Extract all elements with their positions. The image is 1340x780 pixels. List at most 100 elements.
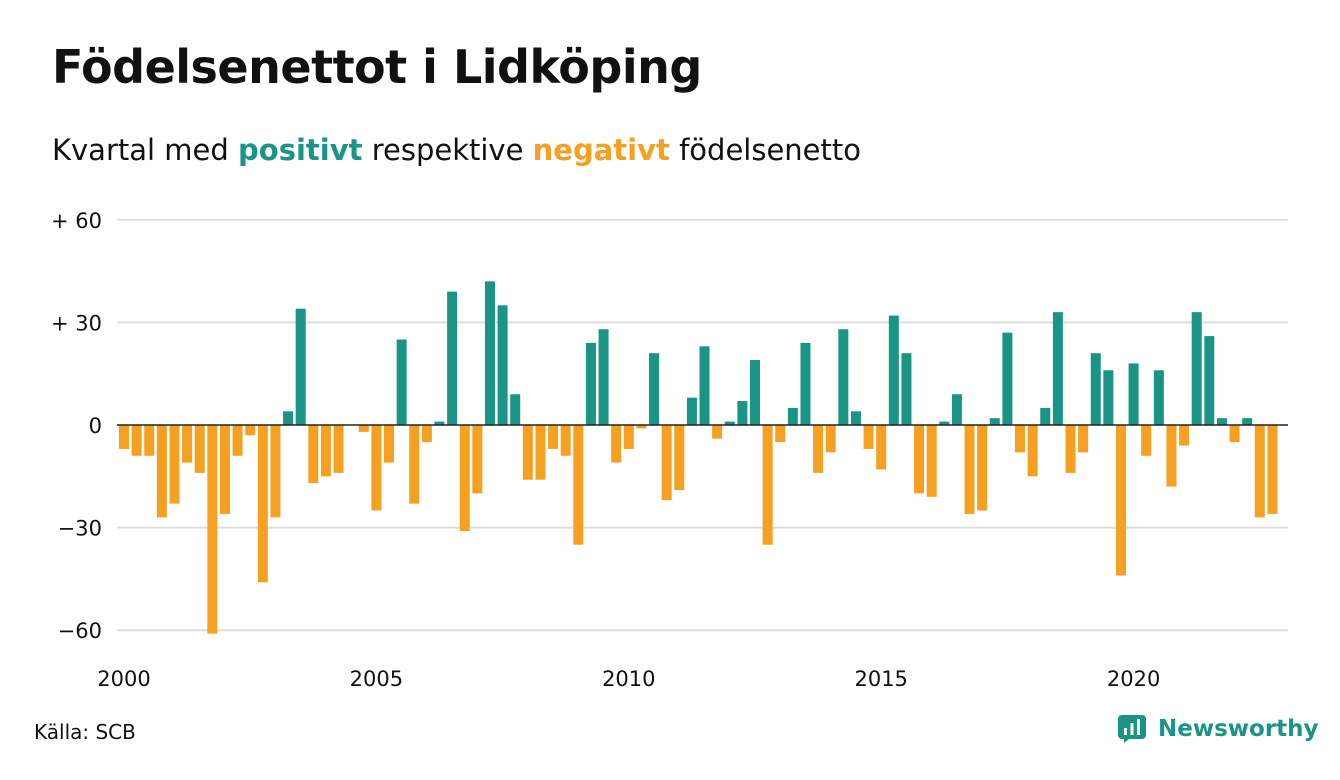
y-tick-label: 0 — [89, 414, 102, 438]
bar — [724, 421, 735, 425]
bar — [939, 421, 950, 425]
bar — [1090, 353, 1101, 425]
bar — [548, 425, 559, 449]
x-tick-label: 2005 — [350, 667, 403, 691]
subtitle-positive-word: positivt — [238, 133, 363, 167]
bar — [585, 342, 596, 425]
bar — [320, 425, 331, 477]
bar — [156, 425, 167, 518]
bar — [686, 397, 697, 425]
bar — [1115, 425, 1126, 576]
bar — [1242, 418, 1253, 425]
bar — [535, 425, 546, 480]
bar — [245, 425, 256, 436]
bar — [447, 291, 458, 425]
bar — [497, 305, 508, 425]
y-tick-label: + 60 — [51, 209, 102, 233]
bar — [333, 425, 344, 473]
bar — [1128, 363, 1139, 425]
bar — [182, 425, 193, 463]
bar — [169, 425, 180, 504]
source-note: Källa: SCB — [34, 720, 136, 744]
x-tick-label: 2015 — [854, 667, 907, 691]
bar — [522, 425, 533, 480]
bar — [194, 425, 205, 473]
bar — [800, 342, 811, 425]
subtitle-middle: respektive — [362, 133, 533, 167]
bar-chart: + 60 + 30 0 −30 −60 2000 2005 2010 2015 2020 — [51, 209, 1288, 691]
bar — [1179, 425, 1190, 446]
bar — [712, 425, 723, 439]
bar — [396, 339, 407, 425]
bar — [989, 418, 1000, 425]
bar — [257, 425, 268, 583]
bar — [560, 425, 571, 456]
bar — [484, 281, 495, 425]
bar — [838, 329, 849, 425]
bar — [636, 425, 647, 429]
bar — [1267, 425, 1278, 514]
bar — [371, 425, 382, 511]
brand-name: Newsworthy — [1158, 716, 1319, 742]
bar — [850, 411, 861, 425]
bar — [1229, 425, 1240, 443]
bar — [270, 425, 281, 518]
bar — [699, 346, 710, 425]
bar — [1002, 332, 1013, 425]
bar — [649, 353, 660, 425]
bar — [384, 425, 395, 463]
bar — [232, 425, 243, 456]
newsworthy-logo-icon — [1118, 715, 1146, 743]
bar — [1078, 425, 1089, 453]
y-tick-label: + 30 — [51, 311, 102, 335]
bar — [207, 425, 218, 634]
bar — [295, 308, 306, 425]
bar — [598, 329, 609, 425]
subtitle-prefix: Kvartal med — [52, 133, 239, 167]
bar — [1065, 425, 1076, 473]
bar — [308, 425, 319, 484]
bar — [901, 353, 912, 425]
bar — [1040, 407, 1051, 425]
chart-title: Födelsenettot i Lidköping — [52, 40, 702, 94]
bar — [434, 421, 445, 425]
bar — [1103, 370, 1114, 425]
y-tick-label: −30 — [58, 517, 102, 541]
bar — [623, 425, 634, 449]
bar — [1216, 418, 1227, 425]
y-tick-label: −60 — [58, 619, 102, 643]
bar — [775, 425, 786, 443]
bar — [510, 394, 521, 425]
bar — [926, 425, 937, 497]
bar — [459, 425, 470, 532]
bar — [144, 425, 155, 456]
bar — [1254, 425, 1265, 518]
bar — [737, 401, 748, 425]
bar — [787, 407, 798, 425]
bar — [674, 425, 685, 490]
subtitle-suffix: födelsenetto — [669, 133, 861, 167]
bar — [421, 425, 432, 443]
bar — [1166, 425, 1177, 487]
bar — [219, 425, 230, 514]
bar — [283, 411, 294, 425]
bar — [131, 425, 142, 456]
chart-subtitle: Kvartal med positivt respektive negativt… — [52, 133, 861, 167]
subtitle-negative-word: negativt — [532, 133, 670, 167]
bar — [1191, 312, 1202, 425]
bar — [1153, 370, 1164, 425]
bar — [661, 425, 672, 501]
bar — [951, 394, 962, 425]
x-tick-label: 2010 — [602, 667, 655, 691]
bar — [1027, 425, 1038, 477]
bar — [750, 360, 760, 425]
bar — [358, 425, 369, 432]
bar — [573, 425, 584, 545]
x-tick-label: 2020 — [1107, 667, 1160, 691]
bar — [863, 425, 874, 449]
x-tick-label: 2000 — [97, 667, 150, 691]
bar — [1052, 312, 1063, 425]
bar — [409, 425, 420, 504]
bar — [472, 425, 483, 494]
bar — [762, 425, 773, 545]
